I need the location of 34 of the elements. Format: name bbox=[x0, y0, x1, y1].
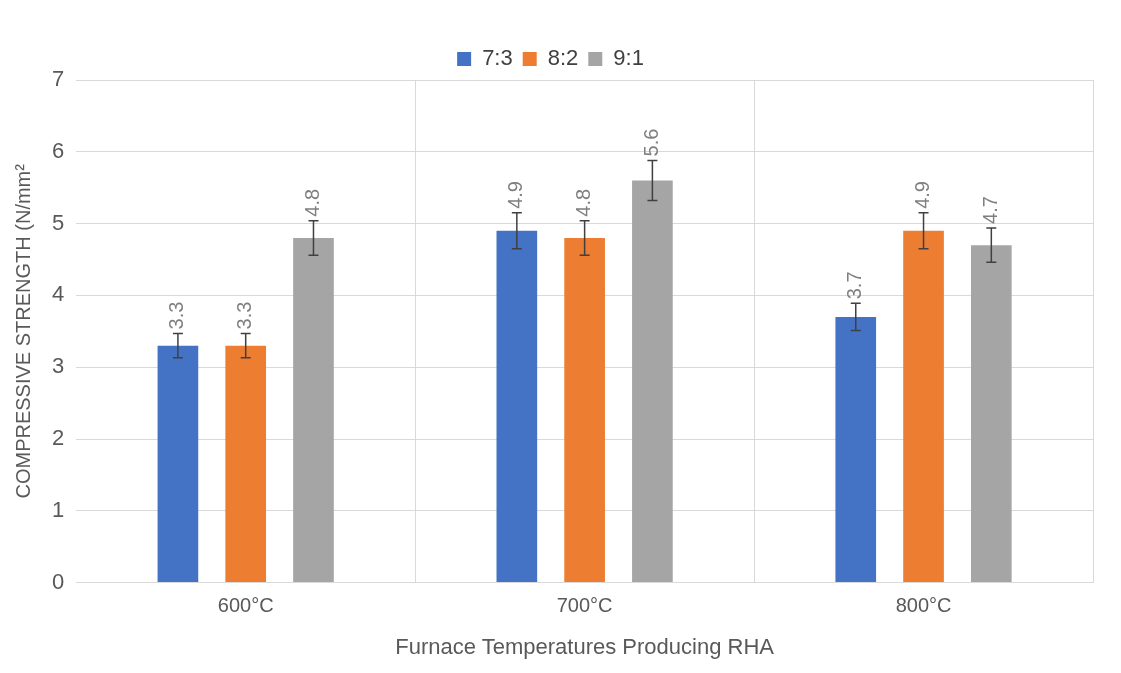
data-label: 4.9 bbox=[504, 181, 527, 209]
y-tick-label: 2 bbox=[51, 425, 65, 451]
data-label: 3.3 bbox=[165, 301, 188, 330]
y-tick-label: 3 bbox=[51, 353, 65, 379]
bar bbox=[835, 316, 877, 583]
bar bbox=[564, 237, 605, 583]
x-tick-label: 600°C bbox=[217, 594, 274, 617]
y-tick-label: 4 bbox=[51, 281, 65, 307]
y-axis-title: COMPRESSIVE STRENGTH (N/mm² bbox=[11, 163, 34, 499]
y-tick-label: 0 bbox=[51, 568, 65, 594]
bar bbox=[225, 345, 267, 583]
bar bbox=[496, 230, 538, 583]
data-label: 3.7 bbox=[843, 271, 866, 300]
x-tick-label: 800°C bbox=[895, 594, 952, 617]
bar bbox=[903, 230, 944, 583]
data-label: 4.7 bbox=[978, 196, 1001, 224]
data-label: 5.6 bbox=[639, 128, 662, 157]
data-label: 4.9 bbox=[911, 181, 934, 209]
y-tick-label: 7 bbox=[51, 66, 65, 92]
data-label: 4.8 bbox=[572, 188, 595, 217]
y-tick-label: 1 bbox=[51, 496, 65, 522]
y-tick-label: 5 bbox=[51, 209, 65, 235]
legend-label: 9:1 bbox=[613, 45, 644, 71]
x-tick-label: 700°C bbox=[556, 594, 613, 617]
legend-label: 8:2 bbox=[547, 45, 579, 71]
data-label: 3.3 bbox=[233, 301, 256, 330]
legend-label: 7:3 bbox=[482, 45, 513, 71]
bar bbox=[632, 180, 673, 583]
x-axis-title: Furnace Temperatures Producing RHA bbox=[395, 633, 775, 659]
bar bbox=[293, 237, 334, 583]
y-tick-label: 6 bbox=[51, 137, 65, 163]
data-label: 4.8 bbox=[301, 188, 323, 217]
bar bbox=[970, 245, 1012, 583]
bar bbox=[157, 345, 199, 583]
